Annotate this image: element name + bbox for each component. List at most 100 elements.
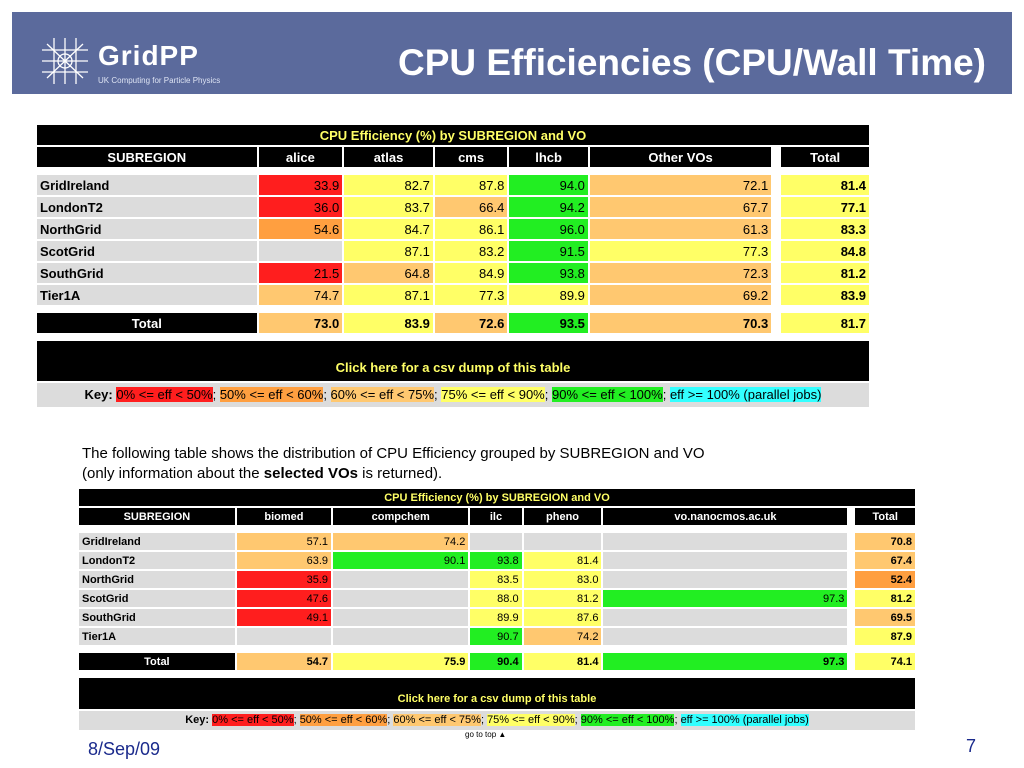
table-cell: 47.6 <box>236 590 332 607</box>
table-cell: 81.2 <box>523 590 602 607</box>
key-item: 90% <= eff < 100% <box>551 387 663 402</box>
go-to-top-link[interactable]: go to top ▲ <box>465 730 507 739</box>
table-cell <box>258 241 343 261</box>
key-item: eff >= 100% (parallel jobs) <box>669 387 822 402</box>
table-row: ScotGrid 87.1 83.2 91.5 77.3 84.8 <box>37 241 869 261</box>
key-item: 75% <= eff < 90% <box>487 714 575 726</box>
table-cell: 57.1 <box>236 533 332 550</box>
table-cell: 77.3 <box>589 241 772 261</box>
description-line: (only information about the selected VOs… <box>82 465 443 482</box>
row-label: GridIreland <box>79 533 235 550</box>
table-cell: 74.7 <box>258 285 343 305</box>
csv-dump-link[interactable]: Click here for a csv dump of this table <box>79 678 915 709</box>
description-line: The following table shows the distributi… <box>82 445 705 462</box>
column-header[interactable]: SUBREGION <box>79 508 235 525</box>
table-cell <box>603 628 848 645</box>
table-cell: 74.2 <box>523 628 602 645</box>
table-cell-total: 83.9 <box>781 285 869 305</box>
column-header[interactable]: Other VOs <box>589 147 772 167</box>
cpu-efficiency-table-selected-vos: CPU Efficiency (%) by SUBREGION and VO S… <box>77 487 917 732</box>
table-cell: 72.1 <box>589 175 772 195</box>
column-header[interactable]: cms <box>434 147 508 167</box>
row-label: NorthGrid <box>37 219 257 239</box>
table-cell: 93.8 <box>470 552 522 569</box>
key-item: 60% <= eff < 75% <box>330 387 435 402</box>
color-key: Key: 0% <= eff < 50%; 50% <= eff < 60%; … <box>79 711 915 730</box>
table-cell: 89.9 <box>509 285 588 305</box>
table-caption: CPU Efficiency (%) by SUBREGION and VO <box>79 489 915 506</box>
key-item: 50% <= eff < 60% <box>299 714 388 726</box>
table-cell: 87.8 <box>434 175 508 195</box>
table-cell: 88.0 <box>470 590 522 607</box>
color-key: Key: 0% <= eff < 50%; 50% <= eff < 60%; … <box>37 383 869 407</box>
table-cell-total: 83.9 <box>344 313 433 333</box>
table-cell: 87.6 <box>523 609 602 626</box>
table-cell: 35.9 <box>236 571 332 588</box>
table-cell: 81.4 <box>523 552 602 569</box>
column-header[interactable]: Total <box>855 508 915 525</box>
key-label: Key: <box>84 387 113 402</box>
table-row: LondonT2 36.0 83.7 66.4 94.2 67.7 77.1 <box>37 197 869 217</box>
table-cell: 86.1 <box>434 219 508 239</box>
table-cell: 96.0 <box>509 219 588 239</box>
key-item: eff >= 100% (parallel jobs) <box>680 714 809 726</box>
table-row: GridIreland 57.1 74.2 70.8 <box>79 533 915 550</box>
column-header[interactable]: pheno <box>523 508 602 525</box>
table-cell <box>333 571 469 588</box>
table-row: Tier1A 90.7 74.2 87.9 <box>79 628 915 645</box>
csv-dump-link[interactable]: Click here for a csv dump of this table <box>37 341 869 381</box>
table-cell: 36.0 <box>258 197 343 217</box>
row-label: SouthGrid <box>37 263 257 283</box>
row-label: LondonT2 <box>37 197 257 217</box>
logo-subtitle: UK Computing for Particle Physics <box>98 76 221 85</box>
column-header[interactable]: biomed <box>236 508 332 525</box>
table-cell: 66.4 <box>434 197 508 217</box>
table-cell <box>333 628 469 645</box>
table-row: Tier1A 74.7 87.1 77.3 89.9 69.2 83.9 <box>37 285 869 305</box>
table-cell: 87.1 <box>344 285 433 305</box>
table-cell: 83.5 <box>470 571 522 588</box>
column-header[interactable]: vo.nanocmos.ac.uk <box>603 508 848 525</box>
column-header[interactable]: alice <box>258 147 343 167</box>
table-cell-total: 73.0 <box>258 313 343 333</box>
table-description: The following table shows the distributi… <box>82 444 802 484</box>
table-cell: 93.8 <box>509 263 588 283</box>
table-cell-total: 74.1 <box>855 653 915 670</box>
footer-date: 8/Sep/09 <box>88 739 161 759</box>
table-cell-total: 75.9 <box>333 653 469 670</box>
column-header[interactable]: SUBREGION <box>37 147 257 167</box>
table-caption: CPU Efficiency (%) by SUBREGION and VO <box>37 125 869 145</box>
column-header[interactable]: atlas <box>344 147 433 167</box>
table-total-row: Total 54.7 75.9 90.4 81.4 97.3 74.1 <box>79 653 915 670</box>
table-cell-total: 52.4 <box>855 571 915 588</box>
table-cell: 77.3 <box>434 285 508 305</box>
table-cell-total: 81.4 <box>523 653 602 670</box>
logo-text: GridPP <box>98 40 199 71</box>
column-header[interactable]: ilc <box>470 508 522 525</box>
table-total-row: Total 73.0 83.9 72.6 93.5 70.3 81.7 <box>37 313 869 333</box>
table-cell-total: 81.4 <box>781 175 869 195</box>
table-cell: 83.7 <box>344 197 433 217</box>
table-cell <box>603 533 848 550</box>
table-cell: 64.8 <box>344 263 433 283</box>
table-cell: 33.9 <box>258 175 343 195</box>
table-row: NorthGrid 35.9 83.5 83.0 52.4 <box>79 571 915 588</box>
row-label: SouthGrid <box>79 609 235 626</box>
table-cell: 94.2 <box>509 197 588 217</box>
table-cell-total: 54.7 <box>236 653 332 670</box>
table-cell: 49.1 <box>236 609 332 626</box>
key-item: 60% <= eff < 75% <box>393 714 481 726</box>
column-header[interactable]: compchem <box>333 508 469 525</box>
table-cell-total: 81.2 <box>855 590 915 607</box>
table-cell: 63.9 <box>236 552 332 569</box>
table-cell-total: 81.7 <box>781 313 869 333</box>
table-cell-total: 69.5 <box>855 609 915 626</box>
table-row: GridIreland 33.9 82.7 87.8 94.0 72.1 81.… <box>37 175 869 195</box>
table-cell <box>333 590 469 607</box>
table-cell-total: 72.6 <box>434 313 508 333</box>
key-label: Key: <box>185 714 210 726</box>
column-header[interactable]: Total <box>781 147 869 167</box>
table-cell: 21.5 <box>258 263 343 283</box>
table-cell-total: 83.3 <box>781 219 869 239</box>
column-header[interactable]: lhcb <box>509 147 588 167</box>
